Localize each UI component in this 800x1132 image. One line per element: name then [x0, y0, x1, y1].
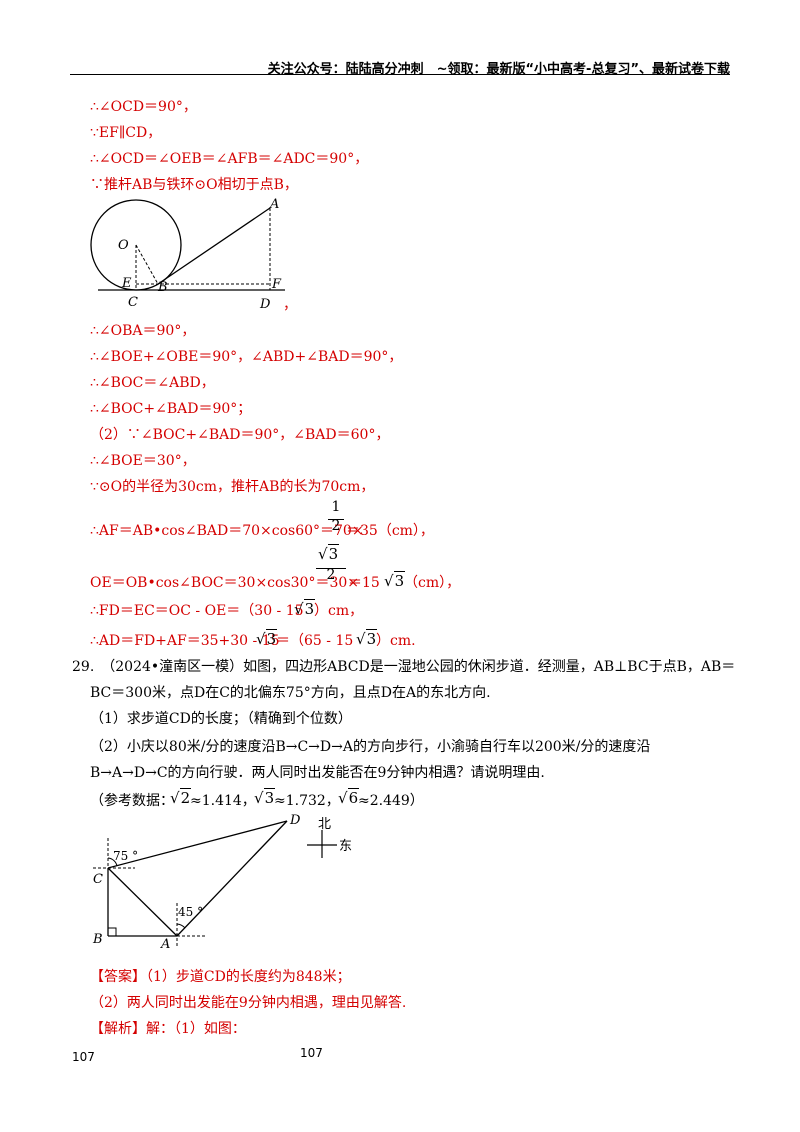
solution-line-7: ∴∠BOC＝∠ABD，	[90, 375, 215, 391]
ref-approx-6: ≈2.449）	[358, 793, 424, 809]
problem29-question-2a: （2）小庆以80米/分的速度沿B→C→D→A的方向步行，小渝骑自行车以200米/…	[90, 739, 651, 755]
af-line-after: ＝35（cm），	[346, 523, 434, 539]
solution-line-9: （2）∵∠BOC+∠BAD＝90°，∠BAD＝60°，	[90, 427, 390, 443]
oe-line-mid: ＝15	[348, 575, 380, 591]
ad-sqrt-2: √3	[356, 629, 378, 648]
problem29-line-2: BC＝300米，点D在C的北偏东75°方向，且点D在A的东北方向.	[90, 685, 491, 701]
page-number-left: 107	[72, 1050, 95, 1064]
segment-ob	[135, 244, 159, 285]
solution-line-11: ∵⊙O的半径为30cm，推杆AB的长为70cm，	[90, 479, 375, 495]
solution-line-1: ∴∠OCD＝90°，	[90, 99, 197, 115]
angle-45-label: 45 °	[178, 905, 203, 919]
figure1-trailing-comma: ，	[283, 297, 297, 313]
ad-radicand-2: 3	[365, 629, 378, 648]
oe-frac-numerator: √3	[318, 544, 340, 563]
oe-frac-bar	[316, 568, 346, 569]
label-a: A	[269, 197, 279, 212]
ad-line-before: ∴AD＝FD+AF＝35+30 - 15	[90, 633, 280, 649]
problem29-line-1: 29. （2024•潼南区一模）如图，四边形ABCD是一湿地公园的休闲步道．经测…	[72, 659, 736, 675]
ref-data-prefix: （参考数据：	[90, 793, 174, 809]
label-b2: B	[92, 932, 103, 947]
ad-line-mid: ＝（65 - 15	[276, 633, 354, 649]
ref-radicand-6: 6	[347, 788, 360, 807]
problem29-question-2b: B→A→D→C的方向行驶．两人同时出发能否在9分钟内相遇？请说明理由.	[90, 765, 545, 781]
fd-sqrt: √3	[294, 599, 316, 618]
figure-quadrilateral: D C B A 75 ° 45 ° 北 东	[92, 813, 352, 952]
solution-line-2: ∵EF∥CD，	[90, 125, 162, 141]
figure-ring-rod: A O E B F C D	[90, 197, 285, 312]
header-rule	[70, 74, 730, 75]
label-a2: A	[160, 937, 170, 952]
side-ad	[176, 820, 288, 937]
angle-arc-a	[176, 923, 186, 929]
side-ca	[107, 867, 178, 937]
ref-radicand-2: 2	[179, 788, 192, 807]
oe-line-before: OE＝OB•cos∠BOC＝30×cos30°＝30×	[90, 575, 360, 591]
angle-75-label: 75 °	[113, 849, 138, 863]
label-e: E	[121, 276, 132, 291]
label-b: B	[157, 280, 168, 295]
label-c: C	[128, 295, 138, 310]
oe-num-radicand: 3	[327, 544, 340, 563]
page-number-center: 107	[300, 1046, 323, 1060]
compass-east-label: 东	[339, 839, 352, 854]
ref-sqrt-6: √6	[338, 788, 360, 807]
label-d: D	[259, 297, 271, 312]
rod-ab	[157, 207, 271, 285]
compass-north-label: 北	[318, 817, 331, 832]
angle-arc-c	[107, 857, 118, 867]
ref-sqrt-3: √3	[254, 788, 276, 807]
solution-line-4: ∵推杆AB与铁环⊙O相切于点B，	[90, 177, 298, 193]
ref-approx-3: ≈1.732，	[274, 793, 340, 809]
analysis-line: 【解析】解：（1）如图：	[90, 1021, 246, 1037]
page-header: 关注公众号：陆陆高分冲刺 ~领取：最新版“小中高考-总复习”、最新试卷下载	[267, 62, 730, 77]
af-frac-denominator: 2	[331, 518, 341, 534]
fd-line-before: ∴FD＝EC＝OC - OE＝（30 - 15	[90, 603, 304, 619]
fd-radicand: 3	[303, 599, 316, 618]
ref-sqrt-2: √2	[170, 788, 192, 807]
oe-line-after: （cm），	[404, 575, 461, 591]
af-frac-bar	[328, 519, 344, 520]
af-line-before: ∴AF＝AB•cos∠BAD＝70×cos60°＝70×	[90, 523, 364, 539]
label-c2: C	[93, 872, 103, 887]
right-angle-b	[108, 927, 117, 936]
ad-line-after: ）cm.	[376, 633, 416, 649]
label-f: F	[271, 277, 282, 292]
solution-line-5: ∴∠OBA＝90°，	[90, 323, 196, 339]
fd-line-after: ）cm，	[314, 603, 364, 619]
label-d2: D	[289, 813, 301, 828]
label-o: O	[118, 238, 129, 253]
ad-radicand-1: 3	[265, 629, 278, 648]
solution-line-3: ∴∠OCD＝∠OEB＝∠AFB＝∠ADC＝90°，	[90, 151, 369, 167]
problem29-question-1: （1）求步道CD的长度；（精确到个位数）	[90, 711, 352, 727]
oe-frac-denominator: 2	[326, 567, 336, 583]
solution-line-6: ∴∠BOE+∠OBE＝90°，∠ABD+∠BAD＝90°，	[90, 349, 403, 365]
oe-radicand: 3	[393, 571, 406, 590]
oe-sqrt: √3	[384, 571, 406, 590]
answer-line-1: 【答案】（1）步道CD的长度约为848米；	[90, 969, 351, 985]
solution-line-10: ∴∠BOE＝30°，	[90, 453, 196, 469]
ref-radicand-3: 3	[263, 788, 276, 807]
ref-approx-2: ≈1.414，	[190, 793, 256, 809]
solution-line-8: ∴∠BOC+∠BAD＝90°；	[90, 401, 252, 417]
af-frac-numerator: 1	[331, 499, 341, 515]
ad-sqrt-1: √3	[256, 629, 278, 648]
side-cd	[107, 820, 288, 869]
answer-line-2: （2）两人同时出发能在9分钟内相遇，理由见解答.	[90, 995, 407, 1011]
